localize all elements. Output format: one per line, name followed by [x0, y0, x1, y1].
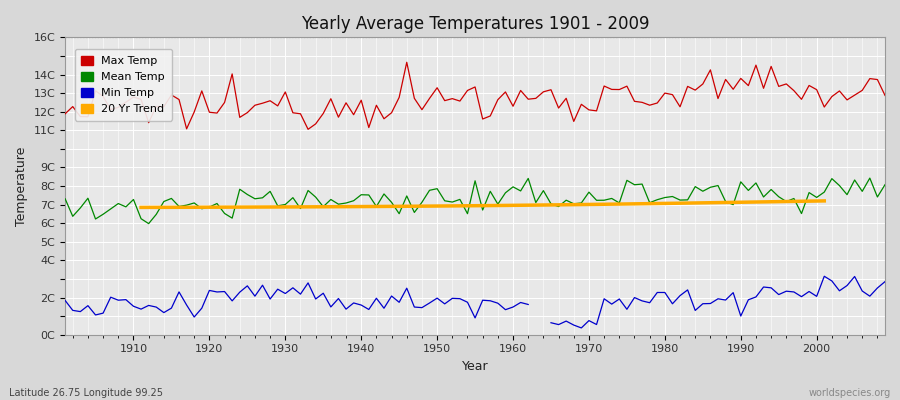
Y-axis label: Temperature: Temperature [15, 146, 28, 226]
Text: worldspecies.org: worldspecies.org [809, 388, 891, 398]
Title: Yearly Average Temperatures 1901 - 2009: Yearly Average Temperatures 1901 - 2009 [301, 15, 649, 33]
X-axis label: Year: Year [462, 360, 489, 373]
Legend: Max Temp, Mean Temp, Min Temp, 20 Yr Trend: Max Temp, Mean Temp, Min Temp, 20 Yr Tre… [75, 49, 172, 121]
Text: Latitude 26.75 Longitude 99.25: Latitude 26.75 Longitude 99.25 [9, 388, 163, 398]
